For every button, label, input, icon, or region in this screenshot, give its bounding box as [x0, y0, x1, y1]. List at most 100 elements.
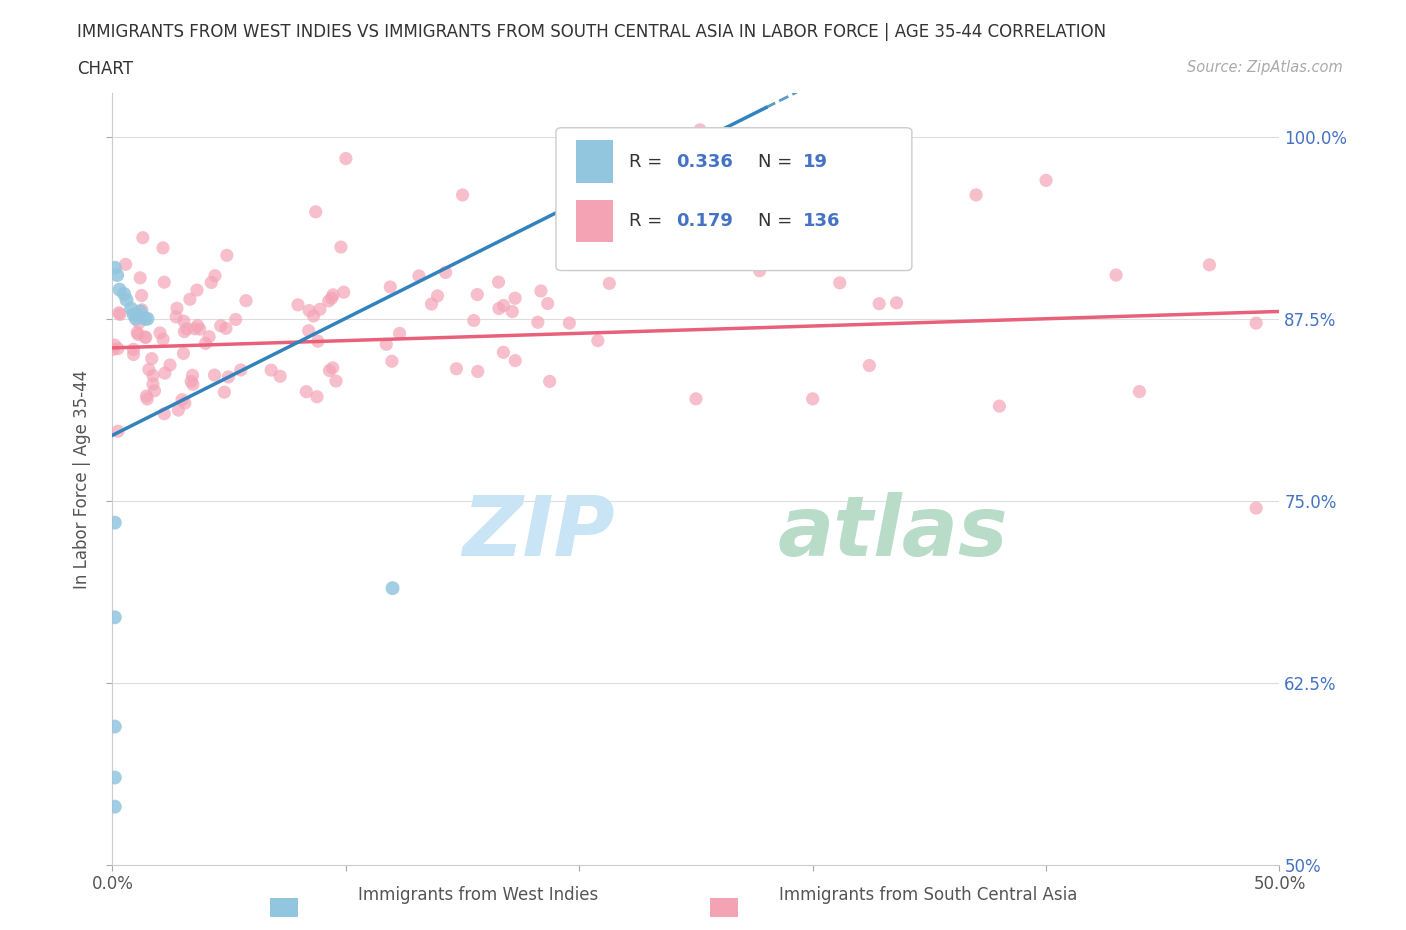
Text: Source: ZipAtlas.com: Source: ZipAtlas.com [1187, 60, 1343, 75]
Point [204, 367, 226, 382]
Point [260, 363, 283, 378]
Point [586, 333, 609, 348]
Point [965, 188, 987, 203]
Point [858, 358, 880, 373]
Point [335, 151, 357, 166]
Point [152, 332, 174, 347]
Point [868, 297, 890, 312]
Text: 19: 19 [803, 153, 828, 171]
Point [131, 302, 153, 317]
Point [173, 395, 195, 410]
Point [747, 185, 769, 200]
Text: Immigrants from South Central Asia: Immigrants from South Central Asia [779, 886, 1077, 904]
Point [104, 260, 127, 275]
Point [302, 309, 325, 324]
Point [183, 322, 205, 337]
Point [501, 304, 523, 319]
Point [141, 352, 163, 366]
Point [875, 250, 897, 265]
Point [198, 329, 221, 344]
Point [1198, 258, 1220, 272]
Point [204, 268, 226, 283]
Point [804, 253, 827, 268]
Point [801, 392, 824, 406]
Point [380, 280, 402, 295]
Point [142, 377, 165, 392]
Point [381, 353, 404, 368]
Point [122, 342, 145, 357]
Point [152, 241, 174, 256]
Point [132, 231, 155, 246]
Point [465, 287, 488, 302]
Point [388, 326, 411, 340]
Point [125, 307, 148, 322]
Text: 0.179: 0.179 [676, 212, 733, 230]
Point [598, 276, 620, 291]
Point [318, 294, 340, 309]
Point [426, 288, 449, 303]
Point [136, 312, 159, 326]
Point [165, 310, 187, 325]
Point [537, 296, 560, 311]
Point [180, 374, 202, 389]
Point [872, 166, 894, 180]
Point [187, 318, 209, 333]
Point [114, 257, 136, 272]
Point [329, 240, 352, 255]
Point [467, 364, 489, 379]
Point [886, 296, 908, 311]
Point [103, 338, 125, 352]
Point [166, 300, 188, 315]
Point [179, 292, 201, 307]
Text: N =: N = [758, 153, 797, 171]
Point [131, 288, 153, 303]
Point [828, 275, 851, 290]
Point [181, 368, 204, 383]
Point [108, 307, 131, 322]
Point [1128, 384, 1150, 399]
Point [128, 315, 150, 330]
Point [689, 123, 711, 138]
Point [215, 321, 238, 336]
Point [153, 365, 176, 380]
FancyBboxPatch shape [576, 200, 613, 243]
Point [1035, 173, 1057, 188]
Point [134, 312, 156, 326]
Point [527, 315, 550, 330]
Point [186, 283, 208, 298]
Point [173, 325, 195, 339]
Point [149, 326, 172, 340]
Point [703, 242, 725, 257]
Text: atlas: atlas [778, 493, 1008, 574]
Point [503, 353, 526, 368]
Point [181, 377, 204, 392]
Point [305, 390, 328, 405]
Point [215, 248, 238, 263]
Point [127, 327, 149, 342]
Point [988, 399, 1011, 414]
Text: 0.336: 0.336 [676, 153, 733, 171]
Point [104, 799, 127, 814]
Point [108, 305, 131, 320]
Point [125, 312, 148, 326]
Point [492, 298, 515, 312]
Point [107, 341, 129, 356]
Point [112, 286, 135, 301]
Point [172, 346, 194, 361]
Point [538, 374, 561, 389]
Point [135, 389, 157, 404]
Point [120, 301, 142, 316]
Point [104, 719, 127, 734]
Point [446, 362, 468, 377]
Point [217, 369, 239, 384]
Point [325, 374, 347, 389]
Point [1105, 268, 1128, 283]
Point [408, 269, 430, 284]
Text: R =: R = [630, 153, 668, 171]
Point [173, 313, 195, 328]
Point [755, 151, 778, 166]
Point [685, 392, 707, 406]
Text: IMMIGRANTS FROM WEST INDIES VS IMMIGRANTS FROM SOUTH CENTRAL ASIA IN LABOR FORCE: IMMIGRANTS FROM WEST INDIES VS IMMIGRANT… [77, 23, 1107, 41]
Point [307, 334, 329, 349]
Text: CHART: CHART [77, 60, 134, 78]
